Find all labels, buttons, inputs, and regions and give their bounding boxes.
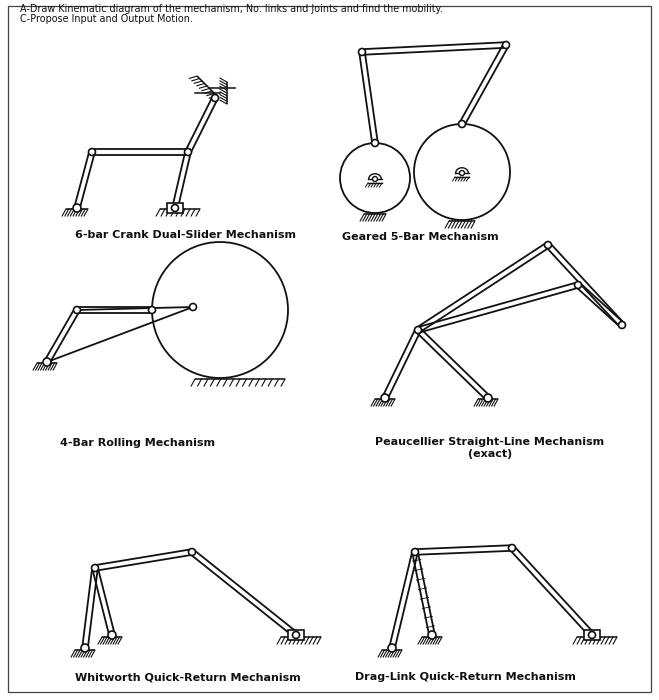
Circle shape [171,204,179,211]
Circle shape [372,176,378,181]
Circle shape [190,304,196,311]
Text: Whitworth Quick-Return Mechanism: Whitworth Quick-Return Mechanism [75,672,301,682]
Circle shape [212,94,219,101]
Circle shape [415,326,422,333]
Circle shape [148,307,156,314]
Circle shape [188,549,196,556]
Circle shape [588,631,596,638]
Bar [584,630,600,640]
Circle shape [509,545,515,552]
Circle shape [340,143,410,213]
Circle shape [293,631,299,638]
Circle shape [81,644,89,652]
Text: C-Propose Input and Output Motion.: C-Propose Input and Output Motion. [20,14,193,24]
Circle shape [459,120,465,127]
Circle shape [358,48,366,55]
Circle shape [185,148,192,155]
Circle shape [414,124,510,220]
Circle shape [43,358,51,366]
Circle shape [92,564,98,571]
Circle shape [428,631,436,639]
Circle shape [619,321,625,328]
Bar [167,203,183,213]
Circle shape [152,242,288,378]
Text: Peaucellier Straight-Line Mechanism
(exact): Peaucellier Straight-Line Mechanism (exa… [376,437,604,459]
Text: 4-Bar Rolling Mechanism: 4-Bar Rolling Mechanism [60,438,215,448]
Circle shape [372,139,378,146]
Text: A-Draw Kinematic diagram of the mechanism, No. links and Joints and find the mob: A-Draw Kinematic diagram of the mechanis… [20,4,443,14]
Circle shape [544,241,552,248]
Circle shape [503,41,509,48]
Circle shape [388,644,396,652]
Text: Drag-Link Quick-Return Mechanism: Drag-Link Quick-Return Mechanism [355,672,575,682]
Text: Geared 5-Bar Mechanism: Geared 5-Bar Mechanism [341,232,498,242]
Circle shape [73,204,81,212]
Circle shape [381,394,389,402]
Circle shape [411,549,418,556]
Circle shape [108,631,116,639]
Circle shape [575,281,581,288]
Bar [288,630,304,640]
Circle shape [484,394,492,402]
Circle shape [88,148,96,155]
Text: 6-bar Crank Dual-Slider Mechanism: 6-bar Crank Dual-Slider Mechanism [75,230,296,240]
Circle shape [459,171,465,176]
Circle shape [74,307,80,314]
